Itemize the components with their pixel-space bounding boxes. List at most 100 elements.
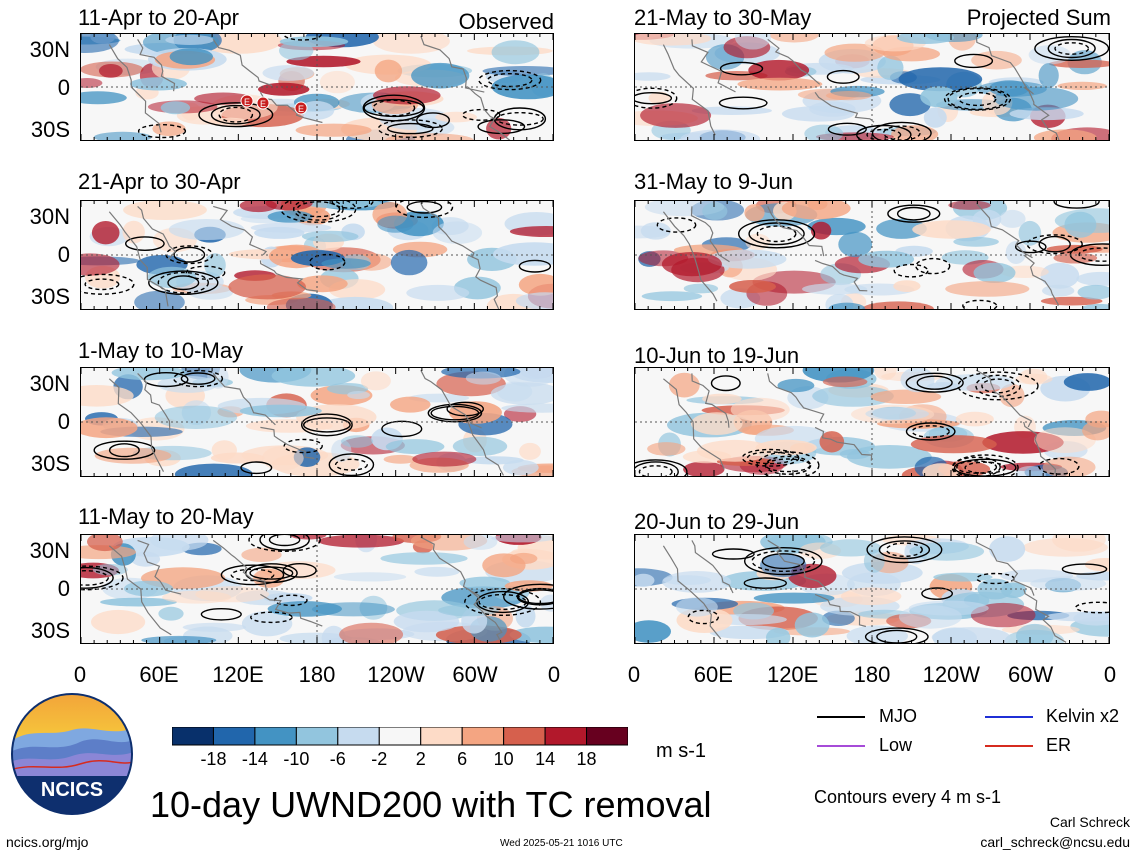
anomaly-shading	[91, 609, 146, 635]
mjo-contour	[1014, 240, 1047, 254]
lon-tick-label: 0	[627, 662, 641, 687]
anomaly-shading	[953, 236, 999, 247]
lon-tick-label: 60E	[139, 662, 179, 687]
mjo-contour	[240, 461, 273, 475]
coastline	[691, 373, 730, 428]
lat-tick-label: 30N	[29, 37, 70, 62]
anomaly-shading	[162, 590, 232, 604]
coastline	[213, 205, 268, 256]
mjo-contour	[478, 69, 542, 91]
anomaly-shading	[414, 566, 460, 577]
anomaly-field	[81, 368, 553, 476]
mjo-contour	[952, 456, 1001, 476]
lon-tick-label: 60W	[452, 662, 498, 687]
anomaly-shading	[668, 372, 700, 398]
anomaly-shading	[810, 221, 832, 240]
anomaly-shading	[122, 220, 145, 244]
anomaly-shading	[820, 539, 882, 557]
mjo-contour	[296, 201, 341, 218]
anomaly-shading	[730, 397, 790, 422]
anomaly-shading	[250, 222, 332, 233]
anomaly-shading	[210, 452, 265, 464]
colorbar-swatch	[461, 726, 505, 746]
tc-marker-1: E	[240, 94, 254, 113]
anomaly-shading	[804, 124, 844, 140]
colorbar-tick-label: -6	[329, 749, 346, 769]
mjo-contour	[826, 69, 860, 84]
anomaly-shading	[828, 302, 866, 309]
colorbar-tick-label: 10	[493, 749, 514, 769]
mjo-contour	[137, 123, 187, 139]
anomaly-shading	[933, 572, 993, 582]
mjo-contour	[84, 278, 120, 291]
anomaly-shading	[157, 375, 218, 393]
anomaly-shading	[435, 111, 477, 123]
anomaly-shading	[158, 606, 184, 621]
anomaly-shading	[377, 215, 414, 233]
mjo-contour	[887, 204, 941, 223]
coastline	[259, 260, 319, 292]
anomaly-shading	[385, 439, 445, 455]
anomaly-shading	[432, 221, 483, 244]
coastline	[420, 536, 480, 597]
mjo-contour	[911, 425, 950, 438]
mjo-contour	[395, 201, 454, 219]
coastline	[1023, 254, 1059, 307]
mjo-contour	[81, 570, 109, 586]
anomaly-shading	[839, 449, 871, 460]
anomaly-shading	[675, 597, 718, 617]
tc-marker-3-label: E	[298, 104, 304, 114]
mjo-contour	[328, 453, 375, 476]
mjo-contour	[430, 405, 480, 421]
anomaly-shading	[912, 220, 991, 239]
anomaly-field	[635, 368, 1109, 476]
anomaly-shading	[380, 552, 468, 565]
anomaly-shading	[169, 48, 213, 66]
anomaly-shading	[266, 297, 336, 309]
mjo-contour	[718, 96, 768, 110]
anomaly-shading	[819, 431, 845, 453]
mjo-contour	[427, 403, 483, 423]
colorbar-tick-label: -2	[371, 749, 388, 769]
coastline	[260, 593, 323, 627]
mjo-contour	[756, 225, 797, 243]
projected-sum-label: Projected Sum	[966, 5, 1111, 30]
tc-marker-2: E	[256, 96, 270, 115]
anomaly-shading	[98, 64, 123, 78]
anomaly-shading	[491, 535, 553, 543]
lat-tick-label: 30N	[29, 538, 70, 563]
anomaly-shading	[683, 283, 719, 294]
lon-tick-label: 120W	[922, 662, 981, 687]
mjo-contour	[744, 547, 823, 576]
coastline	[108, 211, 169, 307]
main-title: 10-day UWND200 with TC removal	[150, 784, 712, 825]
anomaly-shading	[100, 597, 177, 607]
mjo-contour	[635, 92, 673, 105]
anomaly-shading	[93, 131, 152, 140]
anomaly-field	[635, 34, 1109, 140]
anomaly-shading	[908, 600, 989, 616]
coastline	[108, 545, 172, 636]
anomaly-shading	[889, 93, 931, 117]
anomaly-shading	[347, 391, 370, 399]
anomaly-shading	[1063, 373, 1109, 391]
anomaly-shading	[635, 72, 671, 81]
anomaly-shading	[1045, 611, 1109, 622]
coastline	[814, 259, 868, 292]
mjo-contour	[1038, 235, 1071, 253]
panel-title-proj-1: 21-May to 30-May	[634, 5, 812, 30]
anomaly-shading	[297, 275, 348, 293]
anomaly-shading	[923, 107, 947, 128]
anomaly-shading	[1042, 456, 1096, 476]
coastline	[467, 86, 511, 140]
anomaly-shading	[973, 262, 1016, 283]
panel-title-obs-3: 1-May to 10-May	[78, 338, 244, 363]
coastline	[1023, 421, 1057, 474]
mjo-contour	[518, 259, 552, 273]
anomaly-shading	[509, 626, 553, 643]
anomaly-shading	[261, 446, 304, 471]
coastline	[212, 38, 273, 87]
anomaly-shading	[635, 620, 671, 643]
logo-text: NCICS	[41, 779, 103, 801]
mjo-contour	[363, 98, 425, 118]
